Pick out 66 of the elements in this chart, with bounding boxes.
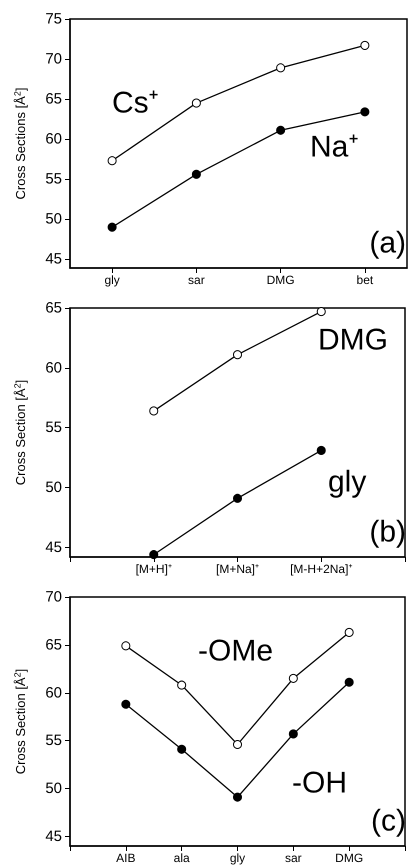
y-axis-title: Cross Section [Å2] — [12, 380, 28, 486]
annotation: (b) — [369, 516, 406, 548]
point — [344, 628, 354, 637]
point — [108, 156, 117, 166]
y-axis-title: Cross Sections [Å2] — [12, 88, 28, 200]
series-label: -OH — [292, 766, 347, 800]
x-tick-label: [M+H]⁺ — [136, 562, 172, 576]
y-tick-label: 60 — [45, 130, 62, 148]
y-tick-label: 55 — [45, 419, 62, 436]
x-tick-label: [M+Na]⁺ — [216, 562, 260, 576]
series-label: -OMe — [198, 634, 273, 668]
y-tick-label: 65 — [45, 90, 62, 108]
point — [192, 170, 201, 179]
series-label: Na⁺ — [310, 130, 358, 164]
y-tick-label: 55 — [45, 732, 62, 750]
y-tick-label: 75 — [45, 10, 62, 28]
point — [121, 641, 130, 650]
x-tick-label: DMG — [266, 273, 295, 287]
point — [316, 446, 326, 455]
x-tick-label: AIB — [116, 851, 136, 865]
y-tick-label: 45 — [45, 250, 62, 268]
point — [233, 350, 242, 360]
y-axis-title: Cross Section [Å2] — [12, 668, 28, 774]
y-tick-label: 45 — [45, 538, 62, 556]
x-tick-label: DMG — [335, 851, 364, 865]
point — [233, 740, 242, 749]
y-tick-label: 45 — [45, 828, 62, 845]
point — [288, 729, 298, 738]
y-tick-label: 65 — [45, 636, 62, 654]
annotation: (c) — [371, 804, 406, 838]
point — [233, 494, 242, 503]
point — [233, 792, 242, 802]
point — [177, 680, 186, 690]
point — [316, 307, 326, 316]
series-label: Cs⁺ — [112, 86, 159, 120]
x-tick-label: sar — [284, 851, 302, 865]
point — [149, 406, 158, 416]
series-label: DMG — [318, 324, 388, 356]
point — [360, 40, 370, 50]
point — [121, 700, 130, 709]
y-tick-label: 70 — [45, 50, 62, 68]
x-tick-label: [M-H+2Na]⁺ — [290, 562, 352, 576]
point — [276, 126, 286, 135]
y-tick-label: 55 — [45, 170, 62, 188]
y-tick-label: 50 — [45, 210, 62, 228]
y-tick-label: 50 — [45, 780, 62, 798]
x-tick-label: sar — [188, 273, 205, 287]
x-tick-label: gly — [104, 273, 120, 287]
y-tick-label: 60 — [45, 684, 62, 702]
x-tick-label: bet — [356, 273, 374, 287]
point — [192, 98, 201, 108]
series-label: gly — [328, 466, 366, 498]
y-tick-label: 70 — [45, 588, 62, 606]
y-tick-label: 65 — [45, 300, 62, 316]
point — [288, 674, 298, 683]
x-tick-label: ala — [174, 851, 190, 865]
y-tick-label: 60 — [45, 359, 62, 376]
x-tick-label: gly — [230, 851, 246, 865]
point — [177, 744, 186, 754]
point — [344, 678, 354, 687]
point — [108, 222, 117, 232]
point — [149, 550, 158, 560]
point — [276, 63, 286, 72]
annotation: (a) — [369, 226, 406, 260]
y-tick-label: 50 — [45, 479, 62, 496]
point — [360, 107, 370, 116]
